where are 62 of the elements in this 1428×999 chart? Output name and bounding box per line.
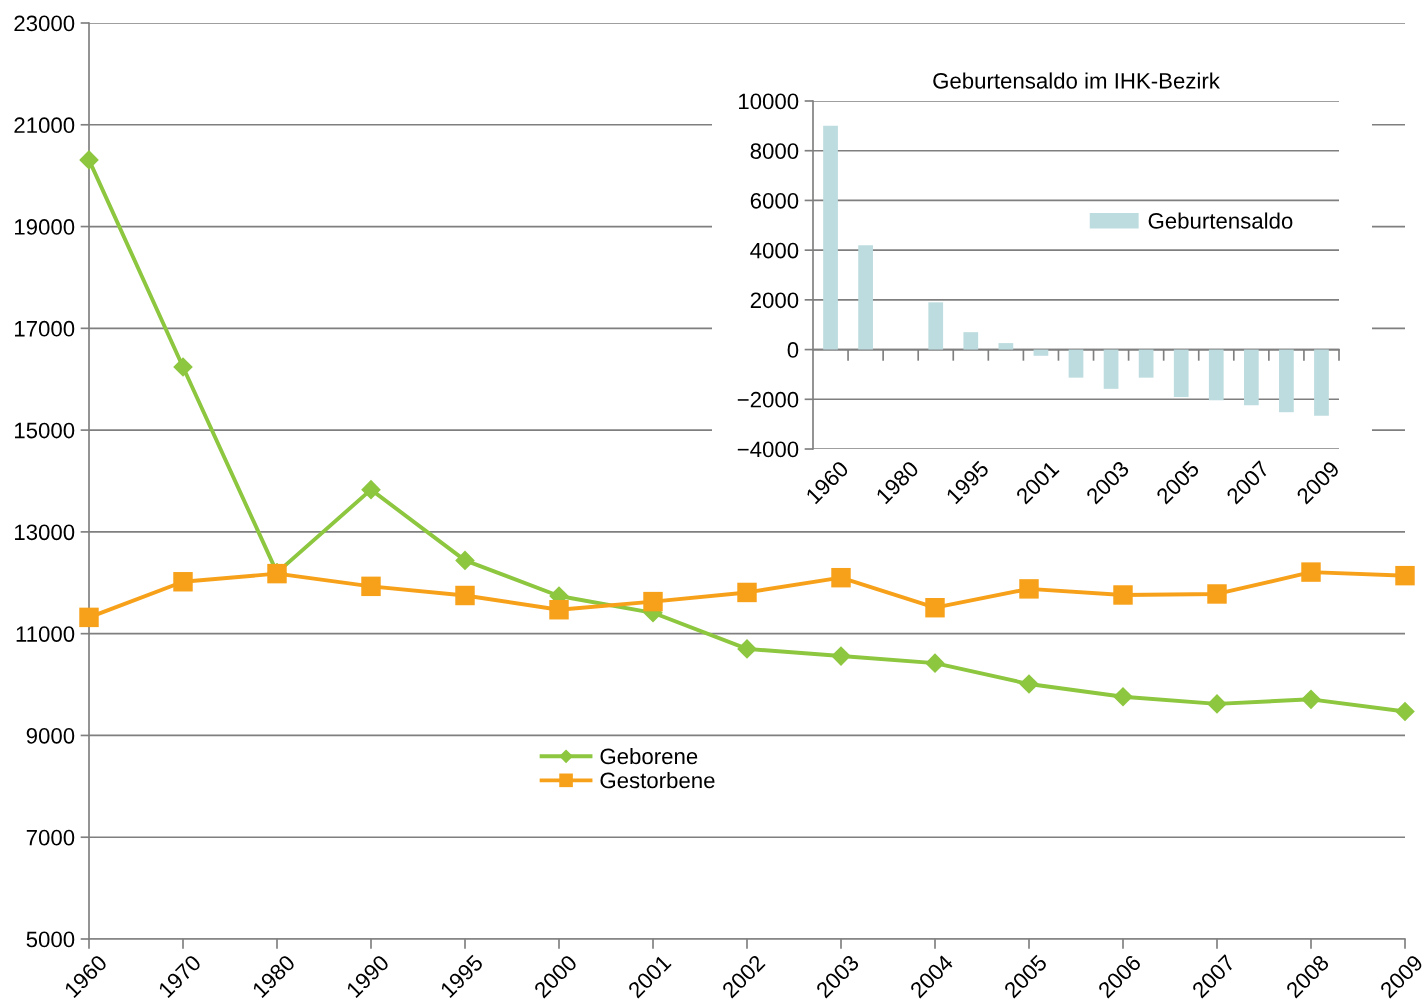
y-tick-label: 2000 (750, 292, 799, 309)
point (737, 639, 757, 659)
y-tick-label: 5000 (26, 931, 75, 948)
point (1113, 686, 1133, 707)
legend-label: Geborene (600, 747, 698, 765)
y-tick-label: 4000 (750, 242, 799, 259)
y-tick-label: 23000 (14, 15, 75, 32)
y-tick-label: 11000 (16, 626, 75, 642)
point (455, 550, 475, 571)
point (831, 646, 851, 666)
point (455, 585, 475, 606)
y-tick-label: −2000 (737, 391, 799, 408)
y-tick-label: 19000 (15, 219, 75, 235)
bar (1314, 349, 1329, 416)
point (831, 567, 851, 588)
bar (1279, 349, 1294, 413)
point (925, 653, 945, 673)
legend-label: Geburtensaldo (1148, 212, 1293, 229)
bar (1033, 349, 1049, 356)
point (737, 582, 757, 603)
bar (963, 332, 979, 350)
bar (858, 245, 873, 350)
point (1207, 694, 1227, 714)
bar (1208, 349, 1224, 401)
point (1019, 674, 1039, 694)
point (361, 576, 381, 597)
y-tick-label: 6000 (750, 192, 799, 209)
point (1019, 579, 1039, 599)
bar (1103, 349, 1119, 389)
point (925, 597, 945, 618)
point (79, 150, 99, 170)
chart-title: Geburtensaldo im IHK-Bezirk (933, 72, 1220, 89)
bar (1243, 349, 1259, 406)
y-tick-label: 9000 (26, 727, 75, 744)
bar (998, 343, 1014, 350)
y-tick-label: 15000 (15, 422, 75, 439)
point (361, 479, 381, 500)
y-tick-label: −4000 (737, 441, 799, 458)
point (643, 591, 663, 612)
point (1207, 584, 1227, 604)
point (1395, 701, 1415, 722)
point (549, 600, 569, 620)
bar (1173, 349, 1189, 398)
y-tick-label: 13000 (15, 524, 75, 541)
bar (823, 125, 838, 350)
bar (928, 302, 944, 350)
point (173, 572, 193, 592)
y-tick-label: 17000 (15, 320, 75, 337)
bar (1138, 349, 1154, 378)
y-tick-label: 7000 (26, 829, 75, 846)
bar (1068, 349, 1084, 378)
point (1301, 689, 1321, 710)
point (1395, 565, 1415, 586)
point (1113, 585, 1133, 605)
point (173, 357, 193, 377)
y-tick-label: 10000 (739, 93, 799, 110)
y-tick-label: 8000 (750, 143, 799, 159)
legend-label: Gestorbene (600, 772, 715, 789)
point (79, 607, 99, 628)
y-tick-label: 0 (787, 342, 799, 358)
point (1301, 562, 1321, 582)
y-tick-label: 21000 (14, 117, 75, 134)
